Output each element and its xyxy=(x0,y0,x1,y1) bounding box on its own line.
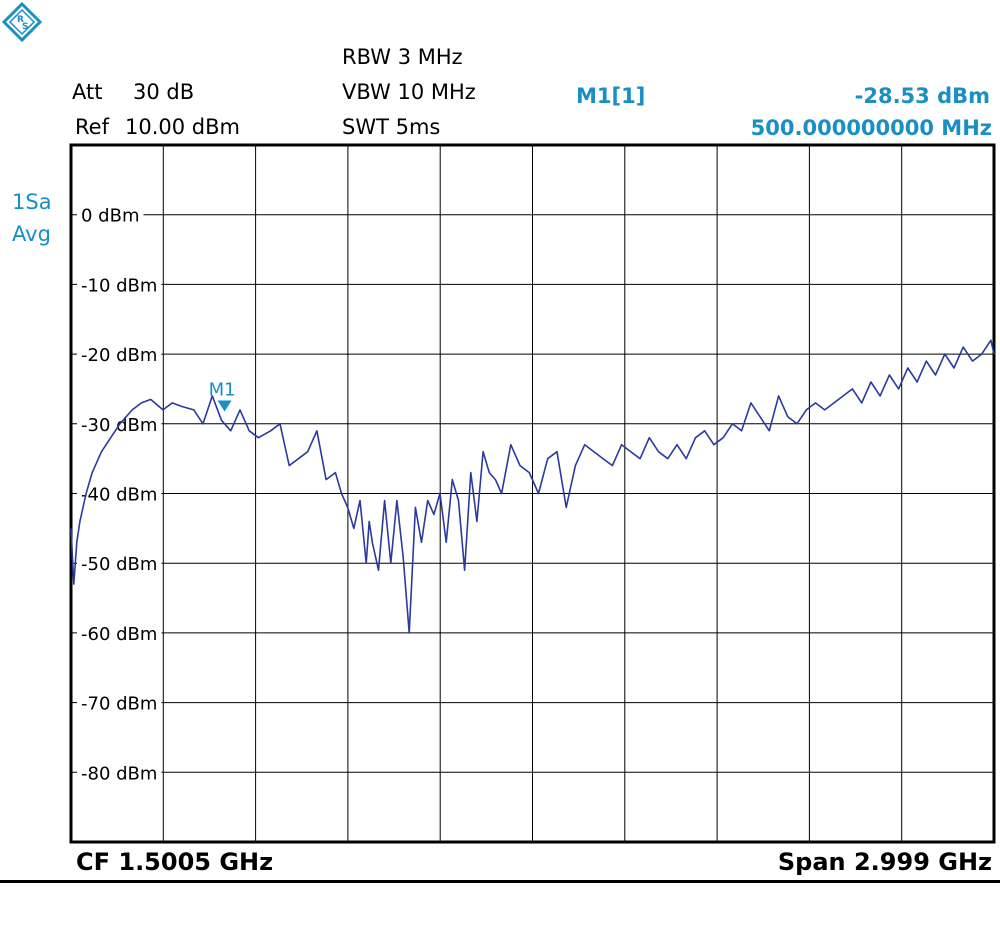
y-tick-label-bg xyxy=(77,689,162,716)
y-tick-label-bg xyxy=(77,480,162,507)
center-frequency: CF 1.5005 GHz xyxy=(76,848,274,876)
y-tick-labels: 0 dBm-10 dBm-20 dBm-30 dBm-40 dBm-50 dBm… xyxy=(77,201,162,786)
rbw-setting: RBW 3 MHz xyxy=(342,45,463,69)
svg-text:R: R xyxy=(17,15,24,25)
marker-frequency: 500.000000000 MHz xyxy=(750,116,992,140)
span: Span 2.999 GHz xyxy=(777,848,992,876)
marker-layer: M1 xyxy=(209,380,236,412)
marker-triangle-icon xyxy=(217,400,232,412)
y-tick-label-bg xyxy=(77,271,162,298)
marker-level: -28.53 dBm xyxy=(854,84,990,108)
rohde-schwarz-logo-icon: R S xyxy=(2,2,42,42)
grid xyxy=(69,143,996,844)
y-tick-label: -50 dBm xyxy=(81,554,157,575)
y-tick-label: -10 dBm xyxy=(81,275,157,296)
y-tick-label-bg xyxy=(77,619,162,646)
y-tick-label: -70 dBm xyxy=(81,694,157,715)
y-tick-label: -60 dBm xyxy=(81,624,157,645)
att-value: 30 dB xyxy=(133,80,195,104)
ref-label: Ref xyxy=(75,115,109,139)
att-label: Att xyxy=(72,80,103,104)
marker-label: M1[1] xyxy=(576,84,646,108)
y-tick-label: -80 dBm xyxy=(81,763,157,784)
trace-info-samples: 1Sa xyxy=(12,190,52,214)
ref-value: 10.00 dBm xyxy=(125,115,240,139)
y-tick-label-bg xyxy=(77,550,162,577)
y-tick-label: -20 dBm xyxy=(81,345,157,366)
marker-tag: M1 xyxy=(209,380,236,401)
y-tick-label-bg xyxy=(77,341,162,368)
trace-line xyxy=(70,339,995,634)
swt-setting: SWT 5ms xyxy=(342,115,441,139)
svg-text:S: S xyxy=(22,22,28,32)
trace-layer xyxy=(70,339,995,634)
trace-info-mode: Avg xyxy=(12,222,51,246)
footer-divider xyxy=(0,880,1000,883)
vbw-setting: VBW 10 MHz xyxy=(342,80,476,104)
y-tick-label-bg xyxy=(77,201,144,228)
y-tick-label: 0 dBm xyxy=(81,206,139,227)
y-tick-label-bg xyxy=(77,759,162,786)
y-tick-label: -40 dBm xyxy=(81,485,157,506)
